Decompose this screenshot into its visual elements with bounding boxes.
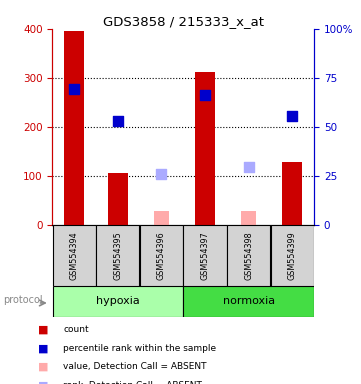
Title: GDS3858 / 215333_x_at: GDS3858 / 215333_x_at <box>103 15 264 28</box>
Text: rank, Detection Call = ABSENT: rank, Detection Call = ABSENT <box>63 381 202 384</box>
Point <box>158 171 164 177</box>
FancyBboxPatch shape <box>53 286 183 317</box>
Point <box>71 86 77 92</box>
Text: GSM554399: GSM554399 <box>288 231 297 280</box>
FancyBboxPatch shape <box>183 225 227 286</box>
Point <box>115 118 121 124</box>
Bar <box>241 211 256 225</box>
Bar <box>108 173 127 225</box>
Text: protocol: protocol <box>4 295 43 305</box>
FancyBboxPatch shape <box>96 225 139 286</box>
Text: ■: ■ <box>38 362 49 372</box>
Text: normoxia: normoxia <box>223 296 275 306</box>
Point <box>290 113 295 119</box>
FancyBboxPatch shape <box>227 225 270 286</box>
Bar <box>195 72 215 225</box>
Bar <box>282 162 302 225</box>
Text: GSM554395: GSM554395 <box>113 231 122 280</box>
FancyBboxPatch shape <box>183 286 314 317</box>
Text: ■: ■ <box>38 325 49 335</box>
Text: GSM554397: GSM554397 <box>200 231 209 280</box>
FancyBboxPatch shape <box>271 225 314 286</box>
Text: ■: ■ <box>38 380 49 384</box>
Bar <box>154 211 169 225</box>
Point <box>246 164 252 170</box>
Text: hypoxia: hypoxia <box>96 296 140 306</box>
Text: GSM554396: GSM554396 <box>157 231 166 280</box>
Text: GSM554394: GSM554394 <box>70 231 79 280</box>
Text: GSM554398: GSM554398 <box>244 231 253 280</box>
Point <box>202 92 208 98</box>
Text: count: count <box>63 325 89 334</box>
Bar <box>64 31 84 225</box>
FancyBboxPatch shape <box>140 225 183 286</box>
Text: value, Detection Call = ABSENT: value, Detection Call = ABSENT <box>63 362 207 371</box>
Text: ■: ■ <box>38 343 49 353</box>
Text: percentile rank within the sample: percentile rank within the sample <box>63 344 216 353</box>
FancyBboxPatch shape <box>53 225 96 286</box>
